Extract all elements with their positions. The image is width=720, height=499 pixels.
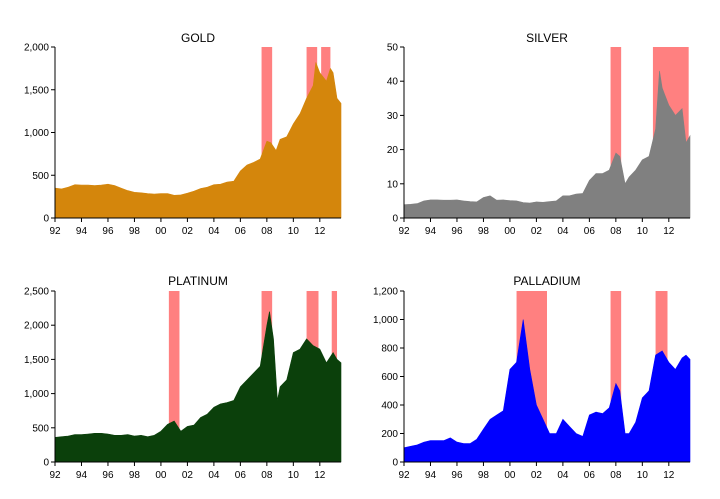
platinum-x-tick-label-7: 06 (235, 470, 247, 481)
silver-x-tick-label-5: 02 (531, 226, 543, 237)
palladium-x-tick-label-5: 02 (531, 470, 543, 481)
platinum-y-tick-label-1: 500 (32, 423, 49, 434)
platinum-x-tick-label-4: 00 (155, 470, 167, 481)
palladium-x-tick-label-6: 04 (557, 470, 569, 481)
palladium-y-tick-label-1: 200 (381, 429, 398, 440)
gold-y-tick-label-0: 0 (43, 214, 49, 225)
platinum-y-tick-label-0: 0 (43, 458, 49, 469)
silver-x-tick-label-4: 00 (504, 226, 516, 237)
silver-x-tick-label-9: 10 (637, 226, 649, 237)
palladium-y-tick-label-3: 600 (381, 372, 398, 383)
gold-x-tick-label-10: 12 (314, 226, 326, 237)
platinum-x-tick-label-2: 96 (102, 470, 114, 481)
silver-x-tick-label-3: 98 (478, 226, 490, 237)
silver-y-tick-label-5: 50 (387, 43, 399, 54)
platinum-x-tick-label-0: 92 (49, 470, 61, 481)
silver-y-tick-label-1: 10 (387, 179, 399, 190)
gold-x-tick-label-8: 08 (261, 226, 273, 237)
platinum-x-tick-label-9: 10 (288, 470, 300, 481)
palladium-y-tick-label-6: 1,200 (373, 287, 398, 298)
silver-x-tick-label-6: 04 (557, 226, 569, 237)
platinum-title: PLATINUM (168, 274, 228, 288)
platinum-area-series (54, 311, 342, 463)
platinum-x-tick-label-3: 98 (129, 470, 141, 481)
silver-y-tick-label-3: 30 (387, 111, 399, 122)
palladium-x-tick-label-3: 98 (478, 470, 490, 481)
gold-title: GOLD (181, 31, 215, 45)
palladium-title: PALLADIUM (513, 274, 580, 288)
gold-x-tick-label-0: 92 (49, 226, 61, 237)
silver-y-tick-label-2: 20 (387, 145, 399, 156)
platinum-y-tick-label-2: 1,000 (24, 389, 49, 400)
silver-y-tick-label-0: 0 (392, 214, 398, 225)
gold-y-tick-label-3: 1,500 (24, 85, 49, 96)
platinum-y-tick-label-5: 2,500 (24, 287, 49, 298)
palladium-x-tick-label-8: 08 (610, 470, 622, 481)
gold-shaded-period-1 (261, 47, 273, 218)
palladium-x-tick-label-10: 12 (663, 470, 675, 481)
platinum-shaded-period-1 (168, 291, 180, 462)
platinum-panel: PLATINUM 0 500 1,000 1,500 2,000 2,500 92 94 96 98… (24, 274, 342, 481)
gold-area-series (54, 62, 342, 219)
platinum-x-tick-label-6: 04 (208, 470, 220, 481)
platinum-y-tick-label-3: 1,500 (24, 355, 49, 366)
palladium-x-tick-label-4: 00 (504, 470, 516, 481)
palladium-x-tick-label-2: 96 (451, 470, 463, 481)
gold-y-tick-label-2: 1,000 (24, 128, 49, 139)
gold-x-tick-label-7: 06 (235, 226, 247, 237)
gold-x-tick-label-4: 00 (155, 226, 167, 237)
palladium-shaded-period-2 (610, 291, 622, 462)
silver-x-tick-label-2: 96 (451, 226, 463, 237)
gold-x-tick-label-9: 10 (288, 226, 300, 237)
gold-x-tick-label-6: 04 (208, 226, 220, 237)
palladium-y-tick-label-4: 800 (381, 344, 398, 355)
platinum-x-tick-label-8: 08 (261, 470, 273, 481)
palladium-y-tick-label-0: 0 (392, 458, 398, 469)
palladium-y-tick-label-2: 400 (381, 401, 398, 412)
silver-x-tick-label-0: 92 (398, 226, 410, 237)
silver-x-tick-label-7: 06 (584, 226, 596, 237)
silver-x-tick-label-1: 94 (425, 226, 437, 237)
silver-panel: SILVER 0 10 20 30 40 50 92 94 96 98 00 02 04 06 08 10 12 (387, 31, 691, 237)
silver-x-tick-label-10: 12 (663, 226, 675, 237)
silver-title: SILVER (526, 31, 568, 45)
platinum-y-tick-label-4: 2,000 (24, 321, 49, 332)
gold-panel: GOLD 0 500 1,000 1,500 2,000 92 94 96 98 00 02 04 06 0… (24, 31, 342, 237)
gold-x-tick-label-1: 94 (76, 226, 88, 237)
palladium-y-tick-label-5: 1,000 (373, 315, 398, 326)
silver-x-tick-label-8: 08 (610, 226, 622, 237)
gold-x-tick-label-2: 96 (102, 226, 114, 237)
gold-y-tick-label-1: 500 (32, 171, 49, 182)
gold-x-tick-label-3: 98 (129, 226, 141, 237)
silver-area-series (403, 70, 691, 219)
palladium-x-tick-label-9: 10 (637, 470, 649, 481)
palladium-x-tick-label-1: 94 (425, 470, 437, 481)
palladium-x-tick-label-7: 06 (584, 470, 596, 481)
silver-y-tick-label-4: 40 (387, 77, 399, 88)
platinum-x-tick-label-5: 02 (182, 470, 194, 481)
gold-y-tick-label-4: 2,000 (24, 43, 49, 54)
silver-shaded-period-1 (610, 47, 622, 218)
palladium-x-tick-label-0: 92 (398, 470, 410, 481)
palladium-area-series (403, 319, 691, 463)
platinum-x-tick-label-1: 94 (76, 470, 88, 481)
gold-x-tick-label-5: 02 (182, 226, 194, 237)
platinum-x-tick-label-10: 12 (314, 470, 326, 481)
